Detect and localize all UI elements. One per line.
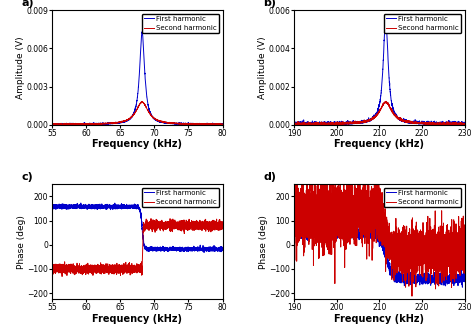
X-axis label: Frequency (kHz): Frequency (kHz) bbox=[334, 139, 424, 149]
Legend: First harmonic, Second harmonic: First harmonic, Second harmonic bbox=[142, 13, 219, 33]
Text: c): c) bbox=[21, 172, 33, 182]
Text: a): a) bbox=[21, 0, 34, 8]
Legend: First harmonic, Second harmonic: First harmonic, Second harmonic bbox=[142, 188, 219, 208]
Text: b): b) bbox=[264, 0, 276, 8]
Y-axis label: Amplitude (V): Amplitude (V) bbox=[258, 36, 267, 99]
Y-axis label: Amplitude (V): Amplitude (V) bbox=[16, 36, 25, 99]
X-axis label: Frequency (kHz): Frequency (kHz) bbox=[92, 139, 182, 149]
Text: d): d) bbox=[264, 172, 276, 182]
Y-axis label: Phase (deg): Phase (deg) bbox=[17, 215, 26, 269]
Y-axis label: Phase (deg): Phase (deg) bbox=[259, 215, 268, 269]
Legend: First harmonic, Second harmonic: First harmonic, Second harmonic bbox=[383, 188, 461, 208]
Legend: First harmonic, Second harmonic: First harmonic, Second harmonic bbox=[383, 13, 461, 33]
X-axis label: Frequency (kHz): Frequency (kHz) bbox=[334, 313, 424, 324]
X-axis label: Frequency (kHz): Frequency (kHz) bbox=[92, 313, 182, 324]
